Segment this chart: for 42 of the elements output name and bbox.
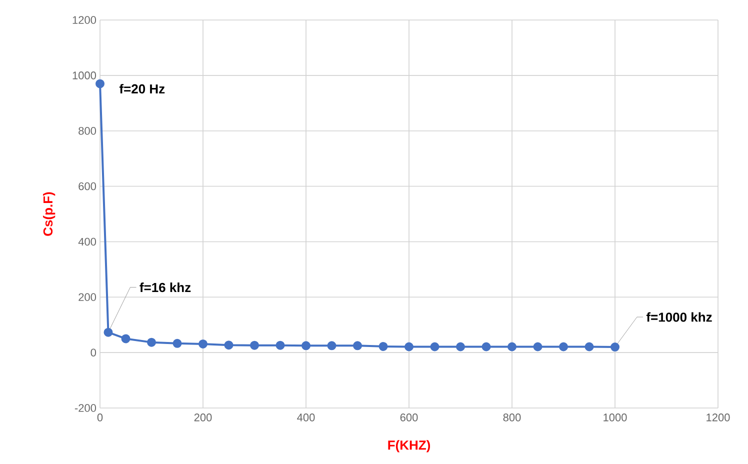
point xyxy=(533,342,542,352)
point xyxy=(456,342,465,352)
x-tick-label: 200 xyxy=(194,414,212,422)
point xyxy=(147,338,156,347)
y-axis-title: Cs(p.F) xyxy=(43,192,56,236)
point xyxy=(302,341,310,350)
y-tick-label: -200 xyxy=(74,404,96,412)
annotation: f=16 khz xyxy=(140,282,191,292)
x-tick-label: 600 xyxy=(400,414,418,422)
point xyxy=(224,340,234,350)
point xyxy=(250,340,259,350)
point xyxy=(104,328,113,337)
point xyxy=(172,338,182,348)
point xyxy=(559,342,568,352)
y-tick-label: 600 xyxy=(78,182,96,190)
point xyxy=(508,342,516,352)
x-tick-label: 1000 xyxy=(604,414,627,422)
y-tick-label: 1200 xyxy=(72,16,96,24)
point xyxy=(121,334,130,344)
point xyxy=(378,342,388,351)
x-tick-label: 800 xyxy=(503,414,521,422)
annotation: f=20 Hz xyxy=(119,84,165,94)
point xyxy=(96,79,105,88)
point xyxy=(198,339,208,348)
y-tick-label: 1000 xyxy=(72,72,96,80)
y-tick-label: 200 xyxy=(78,293,96,302)
point xyxy=(584,342,594,352)
point xyxy=(276,340,285,350)
point xyxy=(610,342,620,352)
y-tick-label: 400 xyxy=(78,238,96,246)
x-tick-label: 400 xyxy=(297,414,315,422)
point xyxy=(353,341,362,350)
point xyxy=(430,342,440,352)
x-tick-label: 0 xyxy=(97,414,103,422)
annotation: f=1000 khz xyxy=(646,312,712,322)
x-axis-title: F(KHZ) xyxy=(388,440,430,452)
point xyxy=(327,341,336,350)
y-tick-label: 800 xyxy=(78,126,96,135)
x-tick-label: 1200 xyxy=(706,414,730,422)
y-tick-label: 0 xyxy=(90,348,96,356)
point xyxy=(482,342,491,352)
point xyxy=(404,342,414,352)
